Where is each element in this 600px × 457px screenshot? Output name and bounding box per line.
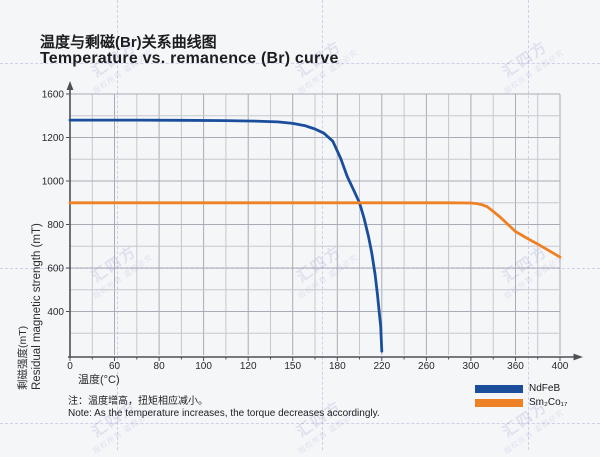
svg-text:600: 600 (47, 264, 64, 275)
svg-text:400: 400 (47, 307, 64, 318)
axes (66, 81, 583, 361)
legend-label-ndfeb: NdFeB (529, 383, 561, 394)
svg-text:1600: 1600 (42, 90, 65, 101)
chart-title-en: Temperature vs. remanence (Br) curve (40, 50, 339, 67)
note: 注：温度增高，扭矩相应减小。 Note: As the temperature … (68, 396, 380, 420)
legend-item-ndfeb: NdFeB (475, 382, 567, 395)
x-axis-title: 温度(°C) (78, 374, 120, 386)
watermark-dashed-hline (0, 423, 600, 424)
svg-text:260: 260 (418, 361, 435, 372)
svg-text:60: 60 (109, 361, 121, 372)
svg-text:300: 300 (463, 361, 480, 372)
svg-text:100: 100 (195, 361, 212, 372)
legend-item-sm2co17: Sm₂Co₁₇ (475, 396, 567, 409)
svg-text:1000: 1000 (42, 177, 65, 188)
series-curves (68, 118, 562, 353)
svg-text:1200: 1200 (42, 133, 65, 144)
note-zh: 注：温度增高，扭矩相应减小。 (68, 396, 208, 407)
svg-text:120: 120 (240, 361, 257, 372)
svg-text:400: 400 (552, 361, 569, 372)
note-en: Note: As the temperature increases, the … (68, 408, 380, 419)
svg-text:0: 0 (67, 361, 73, 372)
tick-labels: 0 60 80 100 120 150 180 220 260 300 360 400 1600 1200… (42, 90, 569, 373)
axis-ticks (66, 93, 561, 361)
chart-title-zh: 温度与剩磁(Br)关系曲线图 (40, 34, 217, 51)
legend-swatch-ndfeb (475, 384, 523, 393)
legend-label-sm2co17: Sm₂Co₁₇ (529, 397, 568, 408)
svg-text:150: 150 (284, 361, 301, 372)
svg-text:80: 80 (154, 361, 166, 372)
gridlines (70, 93, 561, 355)
svg-text:180: 180 (329, 361, 346, 372)
legend: NdFeB Sm₂Co₁₇ (475, 382, 567, 410)
legend-swatch-sm2co17 (475, 398, 523, 407)
svg-text:800: 800 (47, 220, 64, 231)
svg-text:220: 220 (373, 361, 390, 372)
svg-text:360: 360 (507, 361, 524, 372)
watermark-dashed-hline (0, 63, 600, 64)
